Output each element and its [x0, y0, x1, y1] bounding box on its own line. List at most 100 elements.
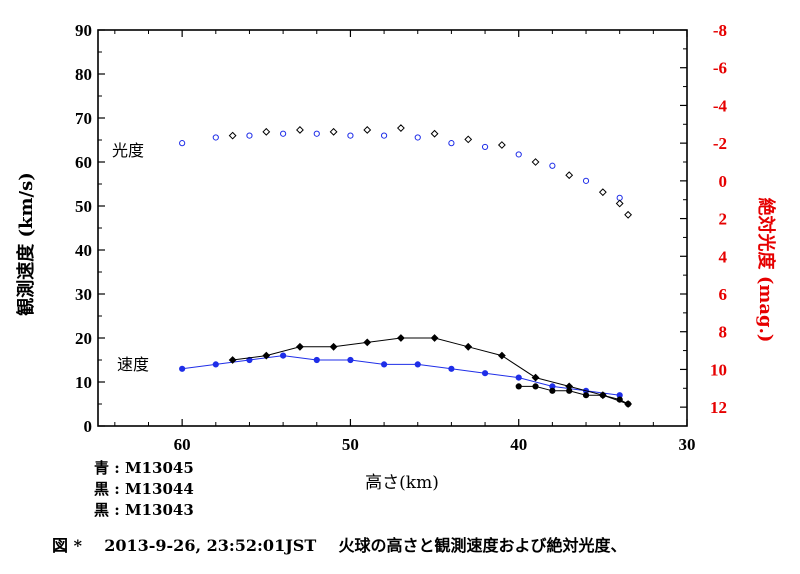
data-point: [212, 361, 219, 368]
y2-tick-label: 10: [710, 360, 727, 379]
figure-caption: 図 * 2013-9-26, 23:52:01JST 火球の高さと観測速度および…: [52, 532, 627, 556]
plot-frame: [97, 29, 688, 427]
brightness-annotation: 光度: [112, 141, 144, 160]
x-tick-label: 50: [342, 435, 359, 454]
data-point: [414, 361, 421, 368]
velocity-annotation: 速度: [117, 355, 149, 374]
data-point: [179, 140, 186, 147]
data-point: [515, 151, 522, 158]
data-point: [296, 342, 304, 351]
data-point: [228, 356, 237, 364]
y-tick-label: 50: [75, 197, 92, 216]
legend-color-label: 青: [94, 459, 110, 477]
y-tick-label: 30: [75, 285, 92, 304]
data-point: [313, 130, 320, 137]
data-point: [624, 210, 633, 219]
y2-tick-label: 6: [719, 285, 728, 304]
y2-tick-label: 8: [719, 323, 728, 342]
data-point: [464, 135, 473, 144]
data-point: [280, 352, 287, 359]
label-layer: 観測速度 (km/s) 絶対光度 (mag.) 高さ(km) 光度 速度: [15, 141, 777, 493]
data-point: [625, 400, 632, 408]
y2-tick-label: 4: [719, 247, 728, 266]
data-point: [414, 134, 421, 141]
legend-series-id: M13043: [125, 501, 194, 519]
series-line: [232, 337, 629, 405]
data-point: [448, 140, 455, 147]
data-point: [397, 334, 405, 342]
data-point: [363, 126, 372, 134]
data-point: [582, 177, 590, 184]
data-point: [582, 392, 590, 399]
x-axis-label: 高さ(km): [365, 473, 439, 493]
caption-text: 火球の高さと観測速度および絶対光度、: [338, 536, 627, 555]
y-tick-label: 0: [84, 417, 93, 436]
y-tick-label: 90: [75, 21, 92, 40]
data-point: [481, 370, 489, 377]
y2-tick-label: 2: [719, 210, 728, 229]
legend-color-label: 黒: [94, 501, 110, 519]
data-point: [397, 124, 405, 132]
series-velocity-M13044: [228, 334, 633, 408]
data-point: [430, 129, 439, 138]
legend-color-label: 黒: [94, 480, 110, 498]
data-point: [549, 387, 556, 394]
data-point: [598, 188, 607, 197]
x-tick-label: 60: [174, 435, 191, 454]
y2-tick-label: 12: [710, 398, 727, 417]
series-brightness-M13045: [179, 130, 623, 201]
y-tick-label: 60: [75, 153, 92, 172]
data-point: [448, 365, 455, 372]
legend-row: 青 : M13045: [94, 459, 194, 477]
data-point: [565, 171, 574, 180]
y-tick-label: 40: [75, 241, 92, 260]
data-point: [329, 127, 338, 136]
series-velocity-M13045: [179, 352, 623, 399]
data-point: [380, 132, 388, 139]
data-point: [280, 130, 287, 137]
data-point: [515, 383, 522, 390]
data-point: [531, 373, 540, 382]
data-point: [497, 141, 506, 149]
data-point: [262, 351, 271, 360]
y2-tick-label: -6: [713, 59, 727, 78]
y-tick-label: 80: [75, 65, 92, 84]
series-brightness-M13044: [228, 124, 633, 219]
legend-series-id: M13045: [125, 459, 194, 477]
caption-datetime: 2013-9-26, 23:52:01JST: [104, 536, 317, 555]
axis-layer: 0 10 20 30 40 50 60 70 80 90 -8 -6 -4 -2 0 2 4 6 8 10 12 60 50…: [75, 21, 728, 454]
y-tick-label: 10: [75, 373, 92, 392]
data-point: [531, 158, 540, 166]
figure-number: 図 *: [52, 536, 82, 555]
y2-tick-label: 0: [719, 172, 728, 191]
y-axis-label: 観測速度 (km/s): [15, 172, 37, 316]
data-point: [363, 338, 372, 347]
data-point: [532, 383, 539, 390]
y2-tick-label: -4: [713, 96, 728, 115]
y2-tick-label: -8: [713, 21, 727, 40]
series-layer: [179, 124, 633, 408]
data-point: [246, 132, 253, 139]
x-tick-label: 40: [510, 435, 527, 454]
data-point: [616, 396, 623, 403]
series-velocity-M13043: [515, 383, 632, 408]
data-point: [329, 342, 338, 351]
data-point: [179, 365, 186, 372]
data-point: [497, 351, 506, 360]
y2-axis-label: 絶対光度 (mag.): [755, 198, 777, 343]
data-point: [262, 127, 271, 136]
data-point: [380, 361, 388, 368]
y2-tick-label: -2: [713, 134, 727, 153]
data-point: [228, 131, 237, 140]
x-tick-label: 30: [679, 435, 696, 454]
data-point: [464, 342, 473, 351]
data-point: [296, 126, 304, 134]
legend-row: 黒 : M13043: [94, 501, 194, 519]
y-tick-label: 20: [75, 329, 92, 348]
legend-series-id: M13044: [125, 480, 194, 498]
data-point: [515, 374, 522, 381]
legend-row: 黒 : M13044: [94, 480, 194, 498]
data-point: [615, 199, 624, 208]
data-point: [481, 143, 489, 151]
